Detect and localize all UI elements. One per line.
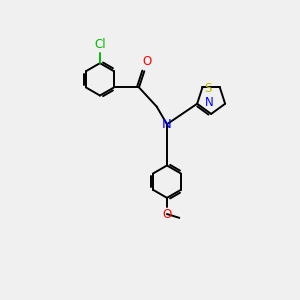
Text: O: O [162,208,172,221]
Text: O: O [142,55,151,68]
Text: S: S [204,82,212,95]
Text: N: N [205,96,214,109]
Text: N: N [162,118,172,131]
Text: Cl: Cl [94,38,106,51]
